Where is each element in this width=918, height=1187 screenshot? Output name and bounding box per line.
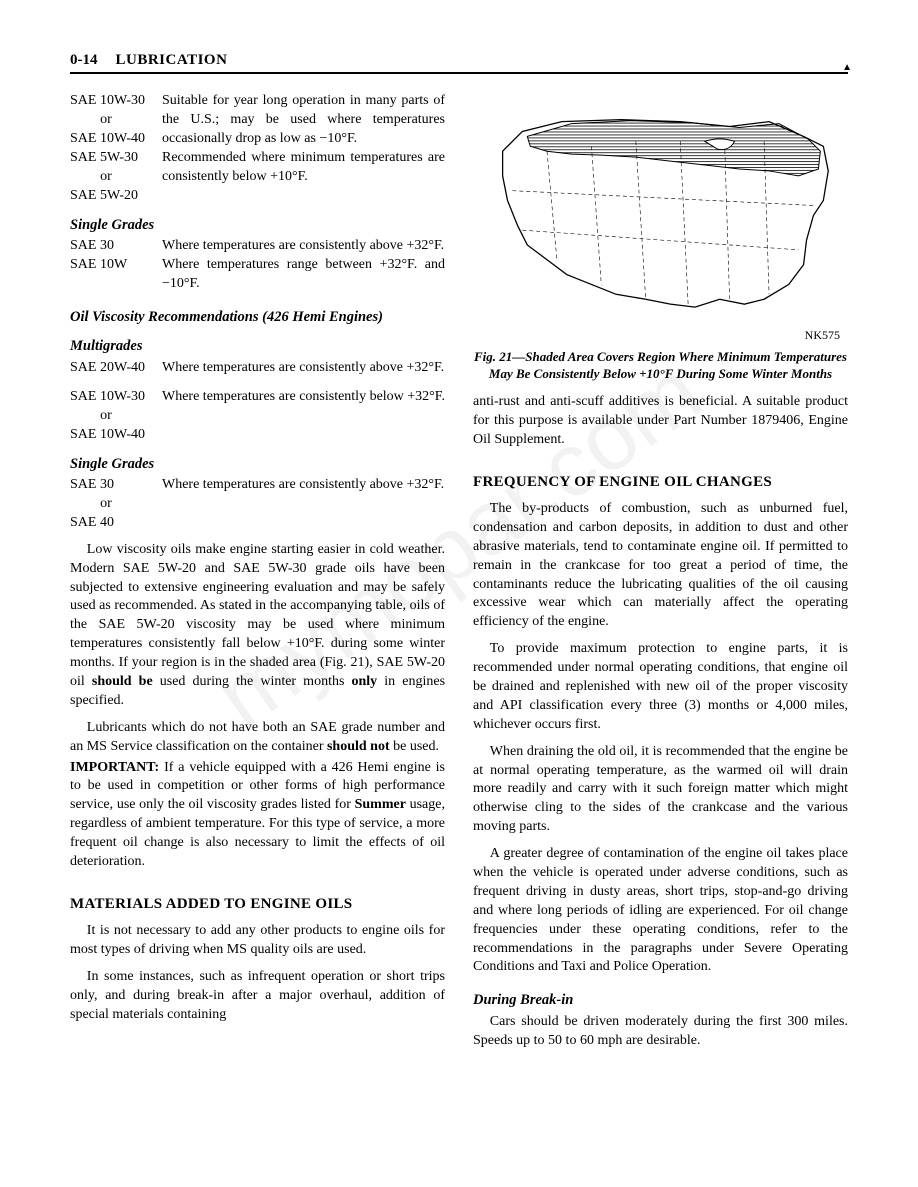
grade-label: SAE 10W-40 <box>70 130 162 149</box>
figure-caption: Fig. 21—Shaded Area Covers Region Where … <box>473 349 848 383</box>
grade-row: SAE 10W-30 or SAE 10W-40 Where temperatu… <box>70 388 445 445</box>
body-paragraph: Lubricants which do not have both an SAE… <box>70 719 445 757</box>
header-title: LUBRICATION <box>116 50 849 70</box>
body-paragraph: A greater degree of contamination of the… <box>473 845 848 977</box>
grade-label: SAE 10W-30 <box>70 388 162 407</box>
grade-label: SAE 30 <box>70 476 162 495</box>
page-number: 0-14 <box>70 50 98 70</box>
grade-label: SAE 10W-30 <box>70 92 162 111</box>
grade-label: SAE 5W-20 <box>70 187 162 206</box>
grade-desc: Where temperatures are consistently abov… <box>162 476 445 533</box>
grade-label: SAE 30 <box>70 237 162 256</box>
grade-desc: Where temperatures range between +32°F. … <box>162 256 445 294</box>
body-paragraph: Low viscosity oils make engine starting … <box>70 541 445 711</box>
body-paragraph: IMPORTANT: If a vehicle equipped with a … <box>70 759 445 872</box>
grade-or: or <box>70 168 162 187</box>
grade-row: SAE 30 or SAE 40 Where temperatures are … <box>70 476 445 533</box>
body-paragraph: To provide maximum protection to engine … <box>473 640 848 734</box>
body-paragraph: The by-products of combustion, such as u… <box>473 500 848 632</box>
grade-desc: Where temperatures are consistently belo… <box>162 388 445 445</box>
left-column: SAE 10W-30 or SAE 10W-40 Suitable for ye… <box>70 92 445 1050</box>
section-heading: MATERIALS ADDED TO ENGINE OILS <box>70 894 445 914</box>
subheading: During Break-in <box>473 991 848 1011</box>
grade-label: SAE 40 <box>70 514 162 533</box>
body-paragraph: It is not necessary to add any other pro… <box>70 922 445 960</box>
grade-row: SAE 10W-30 or SAE 10W-40 Suitable for ye… <box>70 92 445 149</box>
grade-desc: Recommended where minimum temperatures a… <box>162 149 445 206</box>
grade-label: SAE 20W-40 <box>70 359 162 378</box>
grade-row: SAE 5W-30 or SAE 5W-20 Recommended where… <box>70 149 445 206</box>
figure-code: NK575 <box>473 327 848 343</box>
grade-desc: Where temperatures are consistently abov… <box>162 237 445 256</box>
body-paragraph: In some instances, such as infrequent op… <box>70 968 445 1025</box>
grade-desc: Where temperatures are consistently abov… <box>162 359 445 378</box>
grade-row: SAE 10W Where temperatures range between… <box>70 256 445 294</box>
subheading: Oil Viscosity Recommendations (426 Hemi … <box>70 308 445 328</box>
grade-desc: Suitable for year long operation in many… <box>162 92 445 149</box>
header-marker-icon: ▲ <box>842 61 852 75</box>
grade-or: or <box>70 407 162 426</box>
subheading: Single Grades <box>70 455 445 475</box>
section-heading: FREQUENCY OF ENGINE OIL CHANGES <box>473 472 848 492</box>
body-paragraph: anti-rust and anti-scuff additives is be… <box>473 393 848 450</box>
grade-or: or <box>70 495 162 514</box>
grade-row: SAE 30 Where temperatures are consistent… <box>70 237 445 256</box>
body-paragraph: Cars should be driven moderately during … <box>473 1013 848 1051</box>
body-paragraph: When draining the old oil, it is recomme… <box>473 743 848 837</box>
grade-label: SAE 5W-30 <box>70 149 162 168</box>
page-header: 0-14 LUBRICATION ▲ <box>70 50 848 74</box>
grade-label: SAE 10W-40 <box>70 426 162 445</box>
grade-or: or <box>70 111 162 130</box>
grade-row: SAE 20W-40 Where temperatures are consis… <box>70 359 445 378</box>
subheading: Multigrades <box>70 337 445 357</box>
grade-label: SAE 10W <box>70 256 162 275</box>
figure-map <box>473 92 848 329</box>
subheading: Single Grades <box>70 216 445 236</box>
right-column: NK575 Fig. 21—Shaded Area Covers Region … <box>473 92 848 1050</box>
